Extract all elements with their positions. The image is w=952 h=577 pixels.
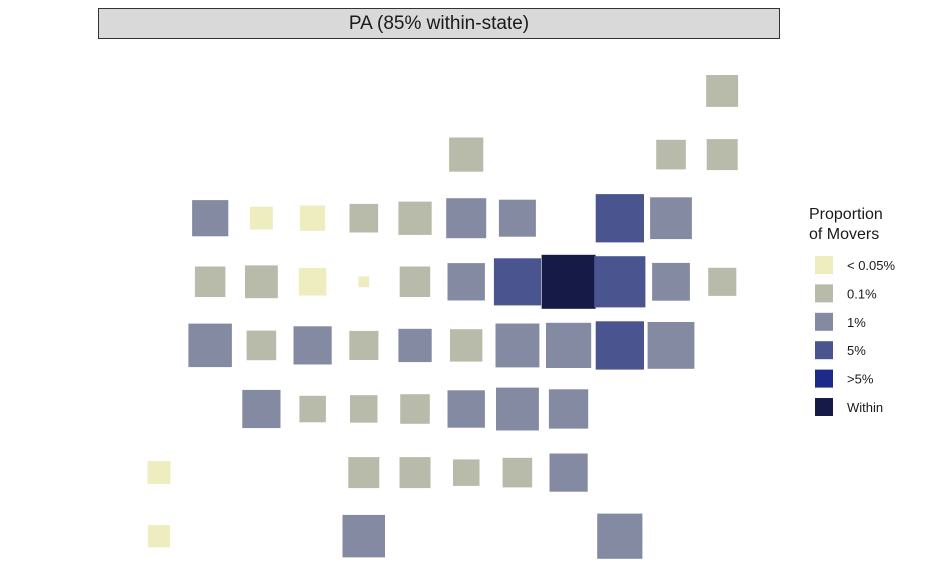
tile-p1 (192, 200, 229, 237)
tile-p01 (453, 459, 480, 486)
tile-p01 (398, 201, 432, 235)
legend-entries: < 0.05% 0.1% 1% 5% >5% Within (815, 256, 896, 416)
tile-p1 (446, 198, 487, 239)
legend-swatch-within (815, 398, 833, 416)
tile-lt005 (358, 276, 370, 288)
tile-p01 (449, 137, 484, 172)
tile-p01 (706, 139, 738, 171)
tile-p1 (447, 263, 485, 301)
legend-swatch-lt005 (815, 256, 833, 274)
tile-lt005 (249, 206, 273, 230)
tile-p5 (493, 258, 541, 306)
tile-p01 (656, 139, 686, 170)
tile-p01 (246, 330, 277, 361)
tile-p01 (194, 266, 226, 297)
tile-p1 (342, 514, 385, 558)
tile-p1 (652, 262, 690, 301)
legend-label-lt005: < 0.05% (847, 258, 896, 273)
legend-title-line-2: of Movers (809, 226, 879, 243)
tile-p1 (398, 328, 432, 363)
tile-p1 (495, 323, 540, 368)
legend-label-gt5: >5% (847, 372, 874, 387)
tile-p1 (293, 326, 332, 365)
tile-p01 (400, 394, 430, 424)
legend-label-p01: 0.1% (847, 286, 877, 301)
tile-p1 (647, 322, 695, 369)
legend-swatch-gt5 (815, 369, 833, 388)
tiles-layer (147, 75, 739, 559)
tile-p1 (498, 199, 536, 237)
tile-p01 (399, 457, 431, 489)
tile-p5 (595, 321, 644, 370)
tile-p1 (242, 389, 281, 429)
tile-p01 (349, 203, 379, 233)
tile-p1 (496, 387, 539, 431)
tile-p1 (650, 197, 692, 240)
tile-p5 (594, 256, 646, 308)
legend-title-line-1: Proportion (809, 206, 883, 223)
chart-title: PA (85% within-state) (348, 12, 530, 34)
tile-p5 (595, 194, 644, 243)
tile-p01 (348, 457, 380, 489)
tile-p1 (188, 323, 232, 368)
tile-lt005 (147, 461, 171, 484)
tile-lt005 (147, 525, 171, 548)
tile-lt005 (298, 268, 327, 296)
tile-p1 (546, 322, 592, 368)
tile-within (541, 254, 596, 309)
tile-p01 (502, 457, 533, 488)
tile-p01 (349, 330, 379, 360)
tile-p1 (548, 389, 589, 429)
tile-p01 (299, 395, 326, 423)
tile-p1 (447, 390, 485, 428)
legend-swatch-p01 (815, 284, 833, 303)
tile-p01 (708, 267, 737, 296)
facet-title-strip: PA (85% within-state) (98, 8, 780, 39)
legend-label-p5: 5% (847, 343, 866, 358)
tile-p1 (597, 513, 643, 559)
tile-lt005 (299, 205, 326, 231)
tile-p01 (350, 395, 378, 423)
tile-p01 (245, 265, 278, 299)
legend-label-p1: 1% (847, 315, 866, 330)
tile-p01 (706, 75, 739, 107)
legend-label-within: Within (847, 400, 883, 415)
legend: Proportion of Movers < 0.05% 0.1% 1% 5% >5% W… (809, 206, 896, 416)
tile-p01 (399, 266, 431, 297)
tile-p1 (549, 453, 588, 492)
legend-swatch-p1 (815, 312, 833, 331)
legend-swatch-p5 (815, 341, 833, 360)
tile-p01 (450, 329, 483, 362)
